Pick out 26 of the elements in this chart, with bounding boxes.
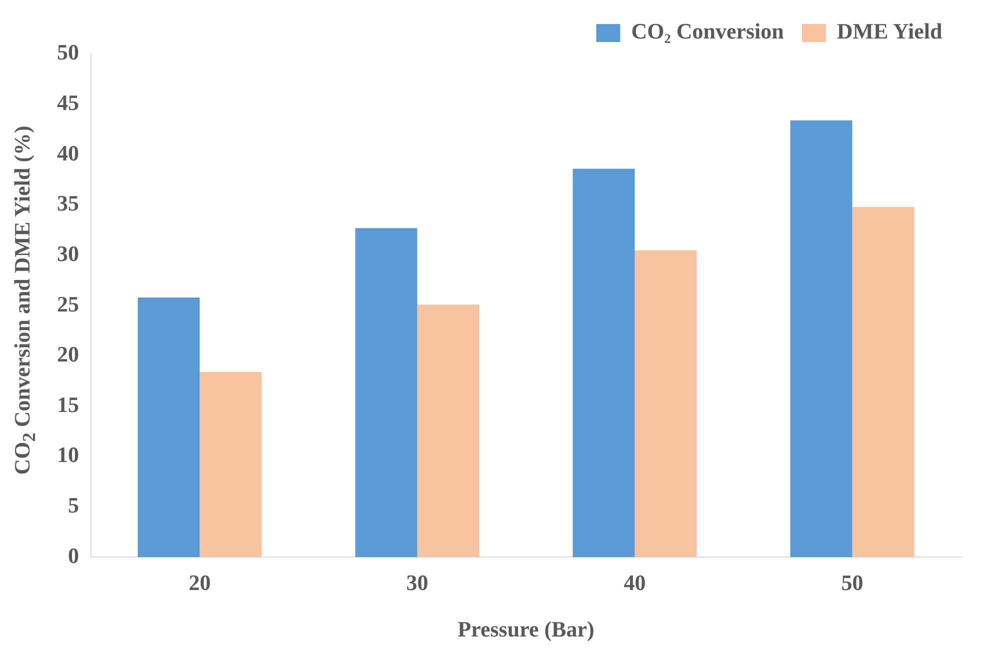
y-tick-label: 45	[57, 90, 79, 116]
bar	[572, 168, 635, 558]
y-tick-label: 15	[57, 392, 79, 417]
x-tick-label: 50	[841, 570, 864, 596]
y-tick-label: 40	[57, 140, 79, 166]
y-tick-label: 5	[68, 492, 79, 518]
x-tick-label: 20	[188, 570, 211, 596]
y-tick-label: 50	[57, 40, 79, 65]
x-tick-label: 30	[406, 570, 428, 596]
bar	[634, 250, 697, 558]
y-tick-label: 10	[57, 442, 79, 468]
y-tick-label: 20	[57, 342, 79, 367]
bar	[138, 298, 200, 558]
x-tick-label: 40	[624, 570, 646, 596]
bar	[852, 206, 914, 558]
legend-label: CO₂ Conversion	[631, 18, 784, 44]
bar	[417, 304, 480, 558]
y-tick-label: 25	[57, 291, 79, 316]
bar	[200, 372, 262, 558]
y-tick-label: 35	[57, 190, 79, 216]
y-tick-label: 30	[57, 240, 79, 266]
y-tick-label: 0	[68, 542, 79, 568]
x-axis-title: Pressure (Bar)	[458, 616, 594, 642]
bar	[790, 120, 852, 558]
legend-label: DME Yield	[836, 18, 942, 44]
bar	[355, 228, 418, 558]
